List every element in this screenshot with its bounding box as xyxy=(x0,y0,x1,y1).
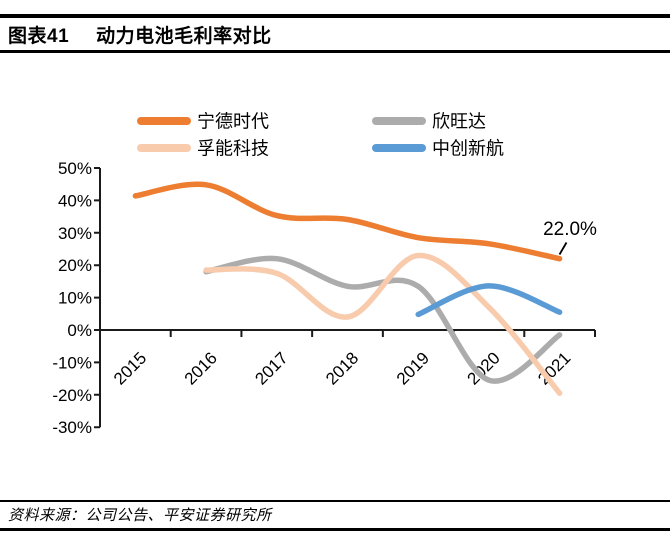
series-lines xyxy=(132,181,563,396)
x-tick-label: 2018 xyxy=(322,348,362,388)
source-note: 资料来源：公司公告、平安证券研究所 xyxy=(8,507,272,524)
data-label-2021: 22.0% xyxy=(543,219,597,240)
y-tick-label: 20% xyxy=(58,256,92,275)
chart-title-text: 动力电池毛利率对比 xyxy=(96,26,272,47)
series-line-3 xyxy=(415,283,563,318)
legend-label-farasis: 孚能科技 xyxy=(197,139,269,159)
y-tick-label: 10% xyxy=(58,289,92,308)
y-axis-ticks xyxy=(94,167,100,429)
legend-item-calb: 中创新航 xyxy=(372,139,504,159)
title-bottom-rule xyxy=(0,50,670,53)
x-axis-ticks xyxy=(99,330,596,337)
y-tick-label: -10% xyxy=(52,353,92,372)
y-tick-label: 30% xyxy=(58,224,92,243)
x-tick-label: 2017 xyxy=(251,348,291,388)
chart-legend: 宁德时代 欣旺达 孚能科技 中创新航 xyxy=(137,112,504,159)
chart-number-label: 图表41 xyxy=(8,26,70,47)
margin-comparison-chart: 宁德时代 欣旺达 孚能科技 中创新航 50% 40% 30% 20% xyxy=(52,112,597,438)
legend-label-catl: 宁德时代 xyxy=(197,112,269,132)
x-axis-labels: 2015 2016 2017 2018 2019 2020 2021 xyxy=(110,348,574,388)
legend-label-calb: 中创新航 xyxy=(432,139,504,159)
source-top-rule xyxy=(0,500,670,502)
y-tick-label: -30% xyxy=(52,418,92,437)
y-tick-label: -20% xyxy=(52,386,92,405)
y-tick-label: 40% xyxy=(58,191,92,210)
series-line-0 xyxy=(132,181,563,262)
title-top-rule xyxy=(0,14,670,18)
legend-label-sunwoda: 欣旺达 xyxy=(432,112,486,132)
x-tick-label: 2016 xyxy=(181,348,221,388)
series-line-2 xyxy=(203,252,563,396)
legend-item-farasis: 孚能科技 xyxy=(137,139,269,159)
x-tick-label: 2019 xyxy=(393,348,433,388)
legend-item-sunwoda: 欣旺达 xyxy=(372,112,486,132)
chart-title: 图表41 动力电池毛利率对比 xyxy=(8,21,272,48)
x-tick-label: 2015 xyxy=(110,348,150,388)
series-line-1 xyxy=(203,255,563,384)
y-tick-label: 50% xyxy=(58,159,92,178)
y-tick-label: 0% xyxy=(67,321,92,340)
annotation-leader-line xyxy=(558,242,568,255)
y-axis-labels: 50% 40% 30% 20% 10% 0% -10% -20% -30% xyxy=(52,159,92,437)
source-bottom-rule xyxy=(0,528,670,531)
legend-item-catl: 宁德时代 xyxy=(137,112,269,132)
